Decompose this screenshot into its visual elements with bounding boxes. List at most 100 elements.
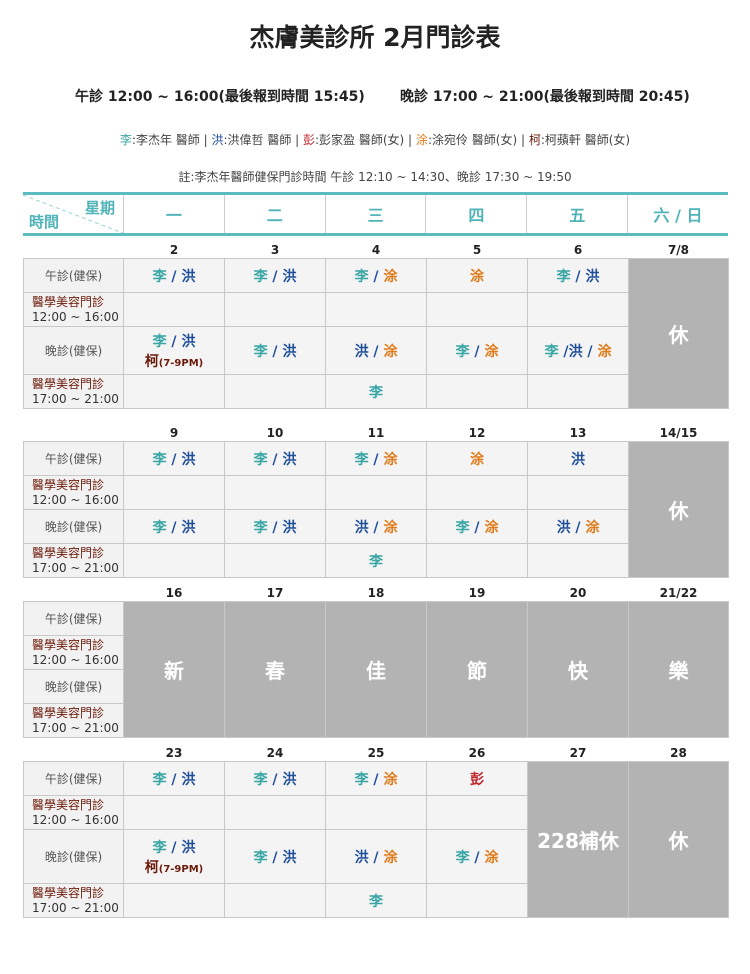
row-label: 醫學美容門診 17:00 ~ 21:00: [23, 703, 124, 738]
date-label: 7/8: [667, 242, 690, 257]
row-label-name: 醫學美容門診: [32, 637, 105, 652]
row-label-name: 晚診(健保): [44, 680, 103, 694]
schedule-cell: 洪: [527, 441, 629, 476]
row-label-name: 醫學美容門診: [32, 705, 105, 720]
week-block: 2 3 4 5 6 7/8 午診(健保) 李 / 洪李 / 洪李 / 涂涂李 / 洪休醫學美容…: [23, 241, 729, 409]
separator: /: [469, 343, 485, 360]
schedule-cell: 李: [325, 883, 427, 918]
date-label: 18: [367, 585, 385, 600]
row-label: 醫學美容門診 12:00 ~ 16:00: [23, 475, 124, 510]
doctor-李: 李: [369, 893, 383, 910]
doctor-洪: 洪: [354, 343, 369, 360]
schedule-cell: 李 / 洪: [224, 761, 326, 796]
schedule-cell: [224, 795, 326, 830]
doctor-涂: 涂: [383, 519, 398, 536]
row-label-name: 醫學美容門診: [32, 797, 105, 812]
week-block: 16 17 18 19 20 21/22 午診(健保) 新春佳節快樂醫學美容門診 12:00 ~…: [23, 584, 729, 738]
schedule-cell: [123, 374, 225, 409]
schedule-cell: [426, 374, 528, 409]
schedule-cell: [325, 292, 427, 327]
doctor-李: 李: [354, 268, 369, 285]
row-label-time: 17:00 ~ 21:00: [32, 720, 119, 735]
row-label-time: 17:00 ~ 21:00: [32, 391, 119, 406]
closed-cell: 春: [224, 601, 326, 738]
doctor-李: 李: [455, 849, 470, 866]
day-wed: 三: [326, 195, 427, 233]
week-table: 2 3 4 5 6 7/8 午診(健保) 李 / 洪李 / 洪李 / 涂涂李 / 洪休醫學美容…: [23, 241, 729, 409]
row-label-name: 午診(健保): [44, 612, 103, 626]
date-label: 12: [468, 425, 486, 440]
row-label-name: 醫學美容門診: [32, 477, 105, 492]
schedule-cell: [224, 292, 326, 327]
row-label-name: 晚診(健保): [44, 850, 103, 864]
legend-text: :洪偉哲 醫師 |: [223, 133, 303, 147]
closed-cell: 快: [527, 601, 629, 738]
doctor-洪: 洪: [354, 849, 369, 866]
row-label-name: 醫學美容門診: [32, 294, 105, 309]
slot-row: 醫學美容門診 17:00 ~ 21:00 李: [23, 543, 729, 578]
doctor-洪: 洪: [556, 519, 571, 536]
separator: /: [368, 451, 384, 468]
slot-row: 晚診(健保) 李 / 洪柯(7-9PM) 李 / 洪洪 / 涂李 / 涂李 /洪 /…: [23, 326, 729, 375]
schedule-cell: [123, 795, 225, 830]
schedule-cell: 李 / 涂: [325, 258, 427, 293]
row-label-name: 醫學美容門診: [32, 885, 105, 900]
doctor-legend: 李:李杰年 醫師 | 洪:洪偉哲 醫師 | 彭:彭家盈 醫師(女) | 涂:涂宛…: [0, 131, 750, 148]
slot-row: 醫學美容門診 17:00 ~ 21:00: [23, 703, 729, 738]
slot-row: 醫學美容門診 12:00 ~ 16:00: [23, 292, 729, 327]
day-mon: 一: [124, 195, 225, 233]
doctor-洪: 洪: [282, 771, 297, 788]
doctor-李: 李: [354, 451, 369, 468]
day-tue: 二: [225, 195, 326, 233]
schedule-cell: [224, 883, 326, 918]
row-label: 醫學美容門診 17:00 ~ 21:00: [23, 374, 124, 409]
row-label: 醫學美容門診 12:00 ~ 16:00: [23, 635, 124, 670]
date-spacer: [24, 424, 124, 442]
row-label-time: 12:00 ~ 16:00: [32, 652, 119, 667]
doctor-柯: 柯: [144, 353, 159, 370]
doctor-洪: 洪: [181, 333, 196, 350]
schedule-cell: 李 / 洪: [224, 326, 326, 375]
page-title: 杰膚美診所 2月門診表: [249, 23, 501, 52]
separator: /: [368, 343, 384, 360]
schedule-cell: [426, 795, 528, 830]
closed-cell: 休: [628, 441, 729, 578]
doctor-涂: 涂: [383, 849, 398, 866]
schedule-cell: 李 / 洪: [224, 258, 326, 293]
doctor-涂: 涂: [383, 268, 398, 285]
row-label-name: 晚診(健保): [44, 520, 103, 534]
schedule-cell: 李 / 洪: [123, 509, 225, 544]
diagonal-line: [23, 195, 123, 233]
doctor-洪: 洪: [282, 343, 297, 360]
row-label-time: 12:00 ~ 16:00: [32, 309, 119, 324]
schedule-cell: 李 / 洪: [123, 441, 225, 476]
doctor-李: 李: [253, 519, 268, 536]
doctor-涂: 涂: [383, 451, 398, 468]
doctor-洪: 洪: [568, 343, 583, 360]
separator: /: [368, 519, 384, 536]
date-spacer: [24, 744, 124, 762]
doctor-洪: 洪: [354, 519, 369, 536]
slot-row: 午診(健保) 李 / 洪李 / 洪李 / 涂彭 228補休休: [23, 761, 729, 918]
schedule-cell: 李 / 洪柯(7-9PM): [123, 326, 225, 375]
legend-text: :柯蘋軒 醫師(女): [540, 133, 631, 147]
row-label: 晚診(健保): [23, 669, 124, 704]
schedule-cell: [527, 543, 629, 578]
doctor-李: 李: [152, 519, 167, 536]
schedule-cell: 李 / 涂: [426, 326, 528, 375]
date-row: 9 10 11 12 13 14/15: [24, 424, 729, 442]
separator: /: [570, 519, 586, 536]
row-label: 午診(健保): [23, 761, 124, 796]
separator: /: [267, 771, 283, 788]
header-corner: 星期 時間: [23, 195, 124, 233]
week-block: 9 10 11 12 13 14/15 午診(健保) 李 / 洪李 / 洪李 / 涂涂洪休醫學…: [23, 424, 729, 578]
closed-cell: 休: [628, 761, 729, 918]
date-label: 3: [270, 242, 280, 257]
date-spacer: [24, 241, 124, 259]
noon-hours: 午診 12:00 ~ 16:00(最後報到時間 15:45): [75, 89, 365, 105]
schedule-cell: [527, 292, 629, 327]
doctor-洪: 洪: [571, 451, 585, 468]
schedule-cell: [426, 292, 528, 327]
date-label: 6: [573, 242, 583, 257]
